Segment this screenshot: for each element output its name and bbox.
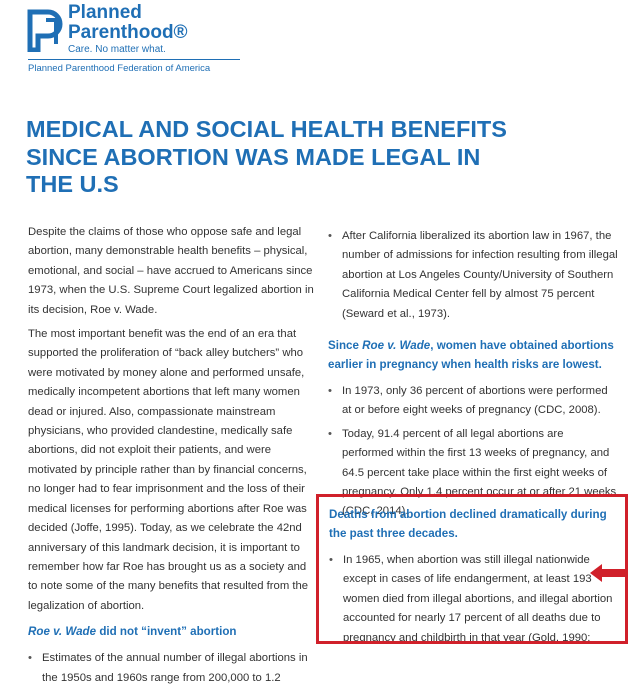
heading-part: Roe v. Wade	[28, 625, 97, 639]
heading-part: Roe v. Wade	[362, 339, 431, 353]
heading-part: did not “invent” abortion	[96, 625, 237, 639]
paragraph: The most important benefit was the end o…	[28, 328, 309, 612]
heading: Roe v. Wade did not “invent” abortion	[28, 622, 316, 641]
title: MEDICAL AND SOCIAL HEALTH BENEFITS SINCE…	[26, 116, 507, 199]
left-column: Despite the claims of those who oppose s…	[28, 223, 316, 692]
highlight-box: Deaths from abortion declined dramatical…	[316, 494, 628, 644]
list: After California liberalized its abortio…	[328, 227, 618, 324]
tagline: Care. No matter what.	[68, 44, 166, 55]
document: Planned Parenthood® Care. No matter what…	[0, 0, 640, 647]
bullet: After California liberalized its abortio…	[328, 227, 618, 324]
heading: Deaths from abortion declined dramatical…	[329, 508, 607, 540]
bullet: In 1965, when abortion was still illegal…	[329, 551, 614, 641]
list: In 1965, when abortion was still illegal…	[329, 551, 614, 641]
heading: Since Roe v. Wade, women have obtained a…	[328, 336, 618, 374]
bullet: Estimates of the annual number of illega…	[28, 649, 316, 688]
logo-text: Planned Parenthood® Care. No matter what…	[68, 3, 188, 57]
right-column: After California liberalized its abortio…	[328, 227, 618, 526]
arrow	[590, 564, 628, 582]
federation: Planned Parenthood Federation of America	[28, 63, 211, 74]
logo-line: Planned	[68, 2, 142, 23]
paragraph: Despite the claims of those who oppose s…	[28, 226, 314, 316]
bullet: In 1973, only 36 percent of abortions we…	[328, 382, 618, 421]
title-line: SINCE ABORTION WAS MADE LEGAL IN	[26, 143, 481, 170]
heading-part: , women have obtained abortions earlier …	[328, 339, 614, 372]
page: Planned Parenthood® Care. No matter what…	[0, 0, 640, 647]
list: Estimates of the annual number of illega…	[28, 649, 316, 688]
logo-line: Parenthood®	[68, 22, 188, 43]
title-line: MEDICAL AND SOCIAL HEALTH BENEFITS	[26, 116, 507, 142]
logo-icon	[27, 9, 63, 52]
heading-part: Since	[328, 339, 363, 353]
title-line: THE U.S	[26, 171, 119, 197]
rule	[28, 59, 240, 60]
